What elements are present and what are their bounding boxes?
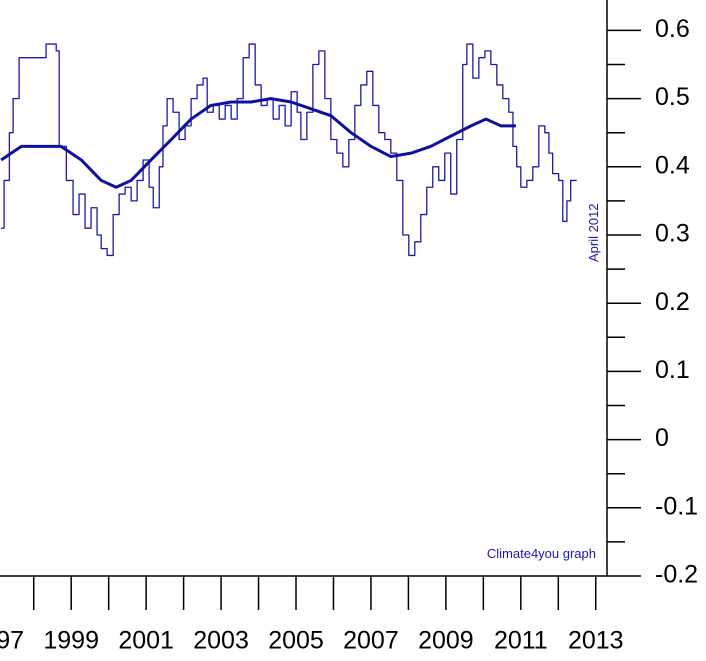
- x-tick-label: 2005: [268, 627, 324, 655]
- y-tick-label: 0.6: [655, 15, 690, 43]
- x-tick-label: 1997: [0, 627, 24, 655]
- credit-note: Climate4you graph: [487, 546, 596, 561]
- x-tick-label: 2007: [343, 627, 399, 655]
- x-tick-label: 2011: [494, 627, 548, 655]
- y-tick-label: -0.1: [655, 492, 698, 520]
- x-tick-label: 2013: [568, 627, 624, 655]
- x-tick-label: 1999: [43, 627, 99, 655]
- running-mean-line: [0, 97, 516, 189]
- y-tick-label: 0.5: [655, 83, 690, 111]
- x-tick-label: 2001: [118, 627, 174, 655]
- y-tick-label: 0.2: [655, 288, 690, 316]
- monthly-line: [1, 43, 577, 257]
- y-tick-label: 0.1: [655, 356, 690, 384]
- x-tick-label: 2009: [418, 627, 474, 655]
- y-tick-label: 0.3: [655, 220, 690, 248]
- x-tick-label: 2003: [193, 627, 249, 655]
- y-tick-label: -0.2: [655, 561, 698, 589]
- date-note: April 2012: [586, 203, 601, 262]
- y-tick-label: 0.4: [655, 151, 690, 179]
- y-tick-label: 0: [655, 424, 669, 452]
